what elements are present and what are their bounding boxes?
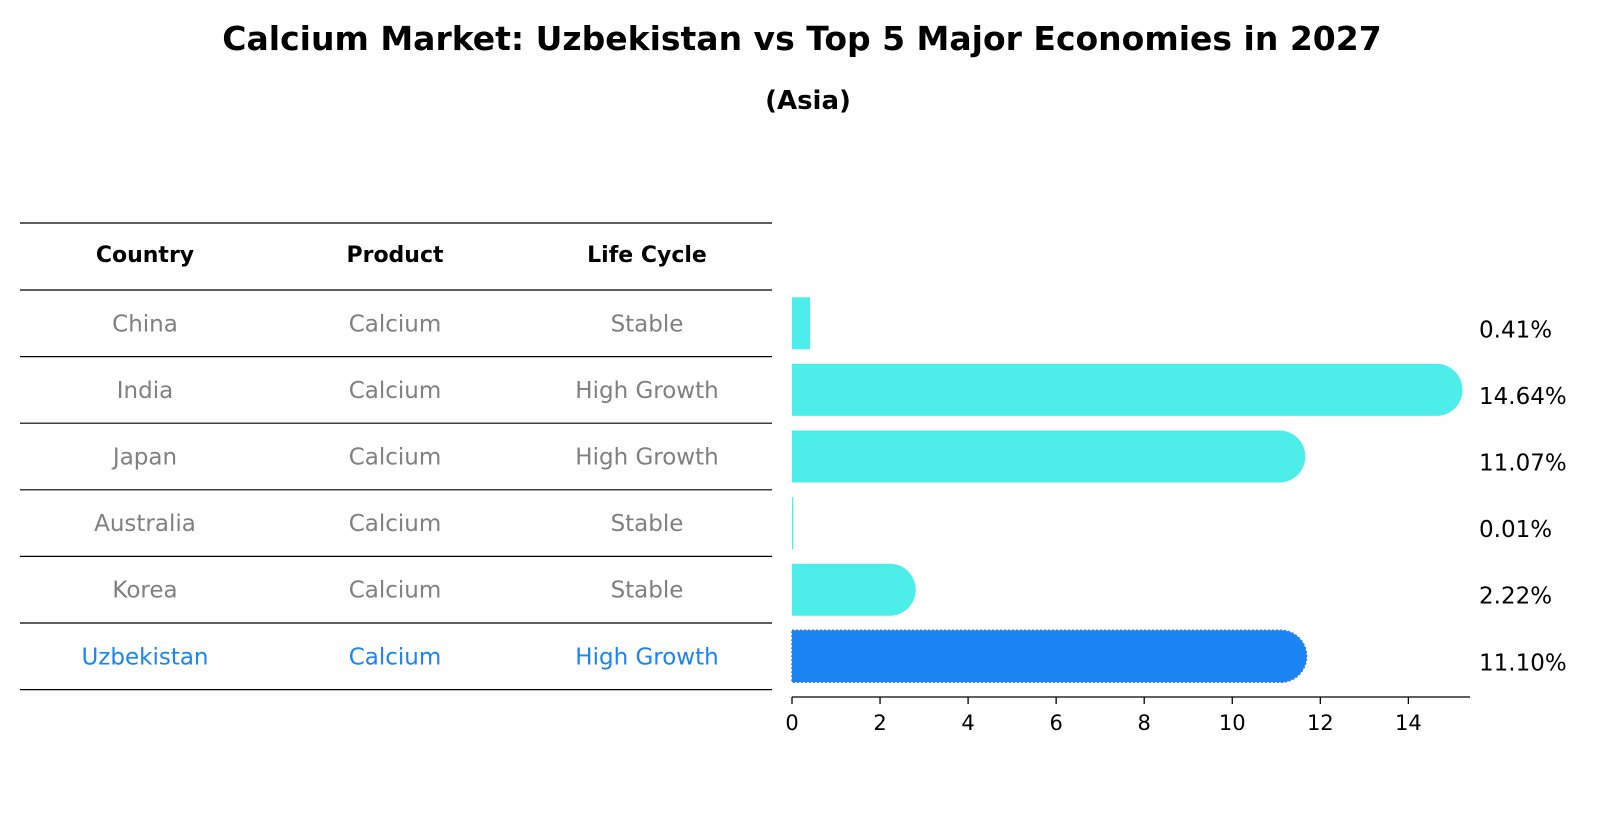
- value-label: 11.07%: [1479, 451, 1567, 477]
- table-row: Japan Calcium High Growth: [111, 445, 719, 471]
- value-label: 14.64%: [1479, 384, 1567, 410]
- table-row: Korea Calcium Stable: [112, 578, 683, 604]
- life-cycle-cell: High Growth: [575, 644, 718, 670]
- product-cell: Calcium: [349, 378, 442, 404]
- chart-subtitle: (Asia): [765, 86, 851, 116]
- product-cell: Calcium: [349, 511, 442, 537]
- value-labels: 0.41% 14.64% 11.07% 0.01% 2.22% 11.10%: [1479, 317, 1567, 676]
- life-cycle-cell: High Growth: [575, 445, 718, 471]
- product-cell: Calcium: [349, 311, 442, 337]
- x-tick-label: 12: [1307, 711, 1334, 735]
- life-cycle-cell: Stable: [611, 578, 684, 604]
- header-life-cycle: Life Cycle: [587, 243, 707, 268]
- table-row: India Calcium High Growth: [117, 378, 719, 404]
- x-tick-label: 6: [1049, 711, 1062, 735]
- country-cell: Australia: [94, 511, 196, 537]
- life-cycle-cell: Stable: [611, 511, 684, 537]
- bar-india: [792, 363, 1463, 416]
- bar-japan: [792, 430, 1306, 483]
- chart-title: Calcium Market: Uzbekistan vs Top 5 Majo…: [222, 19, 1381, 58]
- value-label: 0.41%: [1479, 317, 1552, 343]
- bar-china: [792, 297, 811, 350]
- country-cell: Japan: [111, 445, 177, 471]
- life-cycle-cell: Stable: [611, 311, 684, 337]
- product-cell: Calcium: [349, 578, 442, 604]
- header-product: Product: [346, 243, 444, 268]
- x-tick-label: 14: [1395, 711, 1422, 735]
- bar-australia: [792, 497, 794, 550]
- x-tick-label: 8: [1138, 711, 1151, 735]
- product-cell: Calcium: [349, 445, 442, 471]
- country-cell: Korea: [112, 578, 177, 604]
- bar-korea: [792, 563, 916, 616]
- x-tick-label: 2: [873, 711, 886, 735]
- x-tick-label: 4: [961, 711, 974, 735]
- table-row: Australia Calcium Stable: [94, 511, 683, 537]
- value-label: 0.01%: [1479, 517, 1552, 543]
- data-table: Country Product Life Cycle China Calcium Stab…: [20, 222, 772, 691]
- table-row: China Calcium Stable: [112, 311, 683, 337]
- header-country: Country: [96, 243, 194, 268]
- x-tick-label: 0: [785, 711, 798, 735]
- country-cell: China: [112, 311, 178, 337]
- country-cell: India: [117, 378, 173, 404]
- country-cell: Uzbekistan: [81, 644, 208, 670]
- value-label: 2.22%: [1479, 584, 1552, 610]
- bar-chart: [791, 297, 1463, 684]
- x-axis: 0 2 4 6 8 10 12 14: [785, 696, 1470, 735]
- x-tick-label: 10: [1219, 711, 1246, 735]
- bar-uzbekistan: [791, 629, 1308, 684]
- product-cell: Calcium: [349, 644, 442, 670]
- value-label: 11.10%: [1479, 650, 1567, 676]
- table-row: Uzbekistan Calcium High Growth: [81, 644, 718, 670]
- life-cycle-cell: High Growth: [575, 378, 718, 404]
